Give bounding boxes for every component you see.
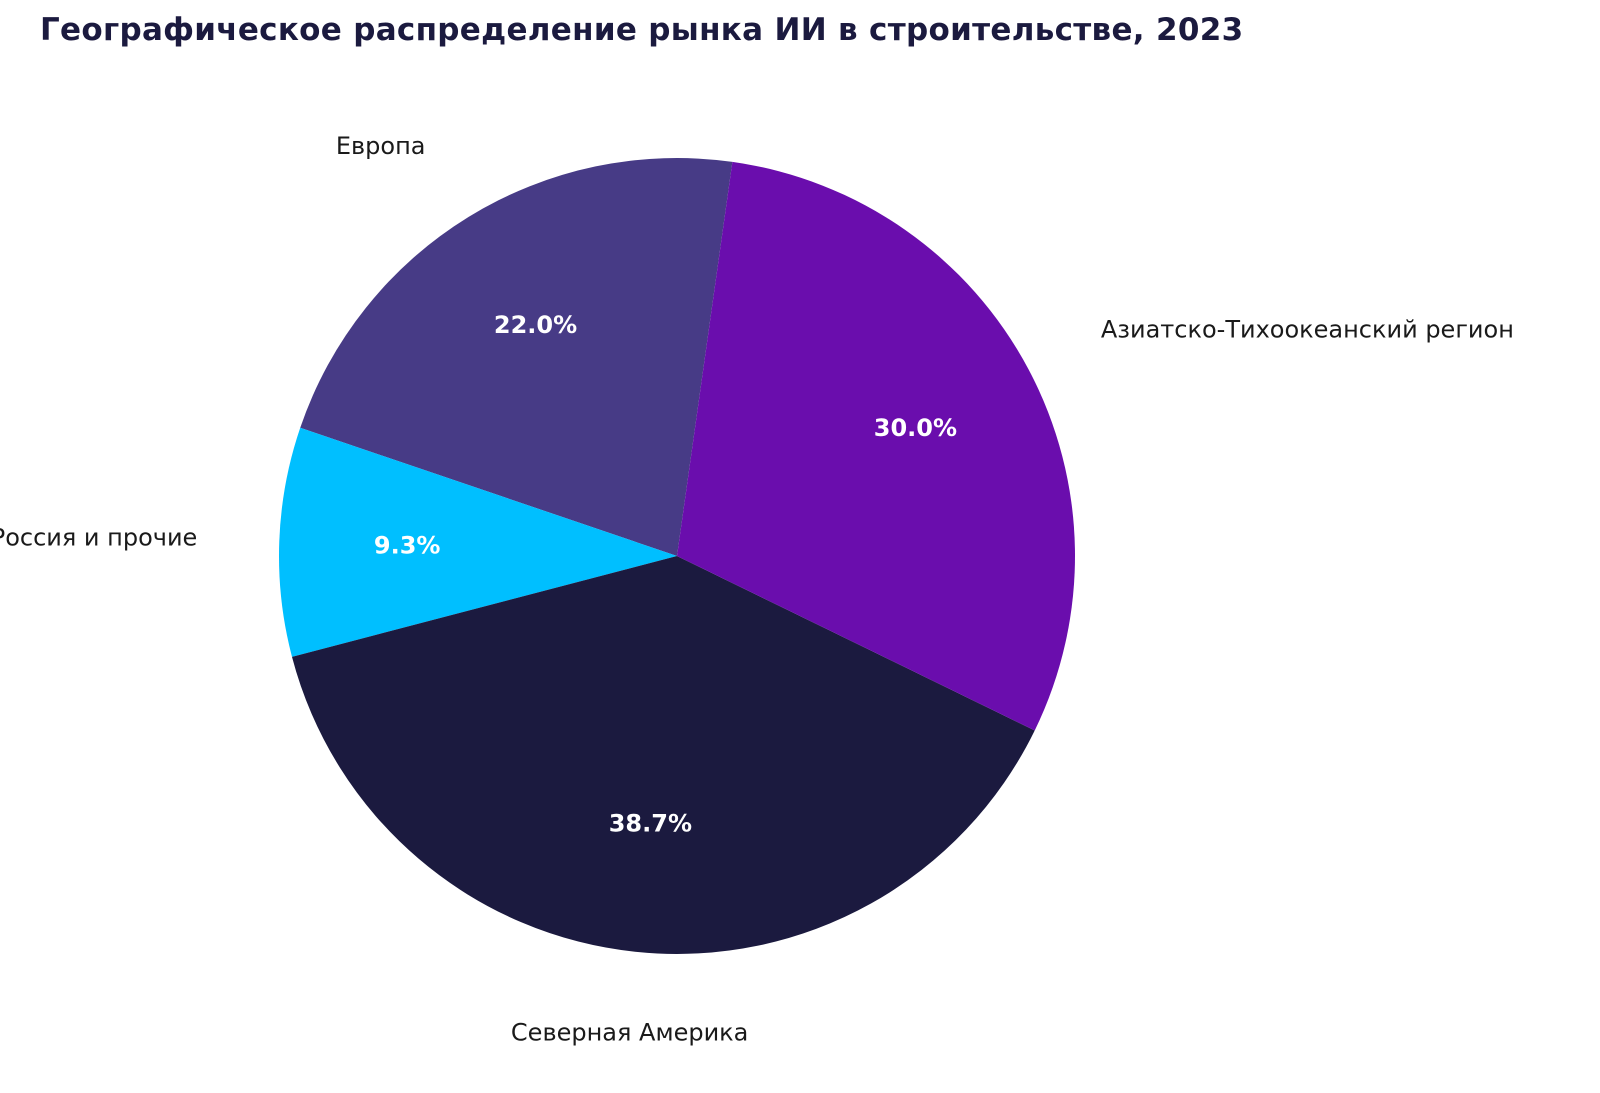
pie-slice-1: [279, 427, 677, 657]
slice-pct-label-1: 9.3%: [374, 531, 441, 559]
slice-pct-label-3: 30.0%: [874, 414, 957, 442]
chart-title: Географическое распределение рынка ИИ в …: [40, 12, 1244, 48]
slice-label-3: Азиатско-Тихоокеанский регион: [1101, 316, 1514, 344]
slice-label-2: Северная Америка: [511, 1019, 748, 1047]
pie-labels: Европа 22.0% Россия и прочие 9.3% Северная А…: [0, 132, 1514, 1046]
pie-slice-0: [300, 157, 733, 556]
pie-slice-3: [677, 161, 1075, 731]
pie-slices: [279, 157, 1075, 954]
slice-label-0: Европа: [336, 132, 426, 160]
slice-pct-label-2: 38.7%: [609, 810, 692, 838]
slice-pct-label-0: 22.0%: [494, 311, 577, 339]
slice-label-1: Россия и прочие: [0, 524, 197, 552]
pie-slice-2: [291, 556, 1035, 954]
